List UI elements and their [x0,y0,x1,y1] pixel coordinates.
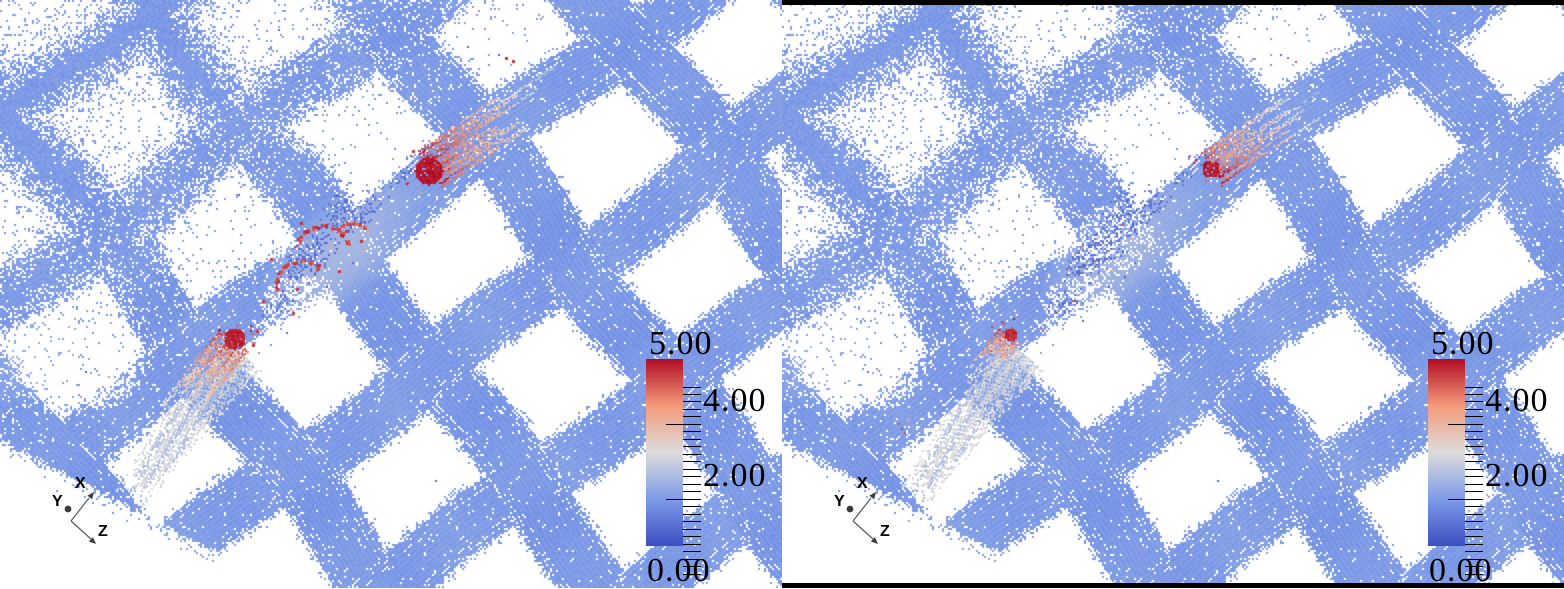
colorbar-minor-tick [683,491,701,493]
colorbar-minor-tick [1465,513,1483,515]
colorbar-minor-tick [1465,431,1483,433]
colorbar[interactable]: 5.00 4.00 2.00 0.00 [1428,327,1564,589]
colorbar-minor-tick [1465,566,1483,568]
orientation-axes-widget: X Y Z [52,475,108,544]
colorbar-minor-tick [1465,468,1483,470]
colorbar-label-4: 4.00 [1485,382,1549,420]
x-axis-arrowhead [87,492,94,500]
colorbar-minor-tick [1465,446,1483,448]
x-axis-line [70,497,90,522]
orientation-axes-widget: X Y Z [834,475,890,544]
colorbar-minor-tick [683,401,701,403]
axis-z-label: Z [98,523,108,540]
axis-y-label: Y [52,493,63,510]
colorbar-minor-tick [683,468,701,470]
view-border-top [782,0,1564,5]
colorbar-minor-tick [1465,461,1483,463]
colorbar-minor-tick [1465,491,1483,493]
y-axis-marker-dot [64,505,72,513]
axis-z-label: Z [880,523,890,540]
colorbar-gradient [646,359,683,546]
colorbar-minor-tick [1465,506,1483,508]
colorbar-minor-tick [683,408,701,410]
colorbar-minor-tick [1465,551,1483,553]
z-axis-line [852,520,874,540]
colorbar[interactable]: 5.00 4.00 2.00 0.00 [646,327,786,589]
colorbar-minor-tick [1465,393,1483,395]
colorbar-minor-tick [1465,401,1483,403]
colorbar-minor-tick [683,461,701,463]
colorbar-minor-tick [683,573,701,575]
colorbar-minor-tick [683,551,701,553]
colorbar-label-max: 5.00 [649,325,713,362]
colorbar-minor-tick [683,416,701,418]
colorbar-major-tick [666,423,701,425]
colorbar-minor-tick [1465,386,1483,388]
colorbar-label-max: 5.00 [1431,325,1495,362]
render-view-left[interactable]: 5.00 4.00 2.00 0.00 X Y Z [0,0,782,588]
colorbar-minor-tick [683,566,701,568]
colorbar-minor-tick [683,386,701,388]
colorbar-label-2: 2.00 [1485,457,1549,495]
colorbar-minor-tick [1465,543,1483,545]
colorbar-label-4: 4.00 [703,382,767,420]
colorbar-ticks [1428,359,1488,575]
axis-x-label: X [857,475,868,492]
axis-y-label: Y [834,493,845,510]
axis-x-label: X [75,475,86,492]
z-axis-arrowhead [870,537,878,544]
colorbar-minor-tick [683,431,701,433]
colorbar-minor-tick [683,453,701,455]
colorbar-minor-tick [683,476,701,478]
colorbar-minor-tick [1465,408,1483,410]
colorbar-minor-tick [683,393,701,395]
z-axis-arrowhead [88,537,96,544]
colorbar-minor-tick [1465,528,1483,530]
colorbar-minor-tick [683,543,701,545]
colorbar-minor-tick [1465,536,1483,538]
colorbar-minor-tick [683,528,701,530]
colorbar-label-min: 0.00 [1429,552,1493,589]
view-border-bottom [782,583,1564,588]
colorbar-minor-tick [683,446,701,448]
colorbar-minor-tick [1465,416,1483,418]
colorbar-minor-tick [1465,558,1483,560]
colorbar-minor-tick [683,483,701,485]
colorbar-minor-tick [1465,573,1483,575]
colorbar-label-min: 0.00 [647,552,711,589]
colorbar-ticks [646,359,706,575]
render-view-right[interactable]: 5.00 4.00 2.00 0.00 X Y Z [782,0,1564,588]
colorbar-minor-tick [683,513,701,515]
colorbar-label-2: 2.00 [703,457,767,495]
colorbar-major-tick [666,498,701,500]
colorbar-minor-tick [683,536,701,538]
x-axis-line [852,497,872,522]
colorbar-major-tick [1448,423,1483,425]
colorbar-minor-tick [1465,483,1483,485]
z-axis-line [70,520,92,540]
colorbar-minor-tick [1465,453,1483,455]
colorbar-minor-tick [1465,521,1483,523]
colorbar-minor-tick [1465,476,1483,478]
colorbar-gradient [1428,359,1465,546]
colorbar-major-tick [1448,498,1483,500]
x-axis-arrowhead [869,492,876,500]
y-axis-marker-dot [846,505,854,513]
colorbar-minor-tick [683,521,701,523]
colorbar-minor-tick [1465,438,1483,440]
colorbar-minor-tick [683,506,701,508]
colorbar-minor-tick [683,438,701,440]
colorbar-minor-tick [683,558,701,560]
